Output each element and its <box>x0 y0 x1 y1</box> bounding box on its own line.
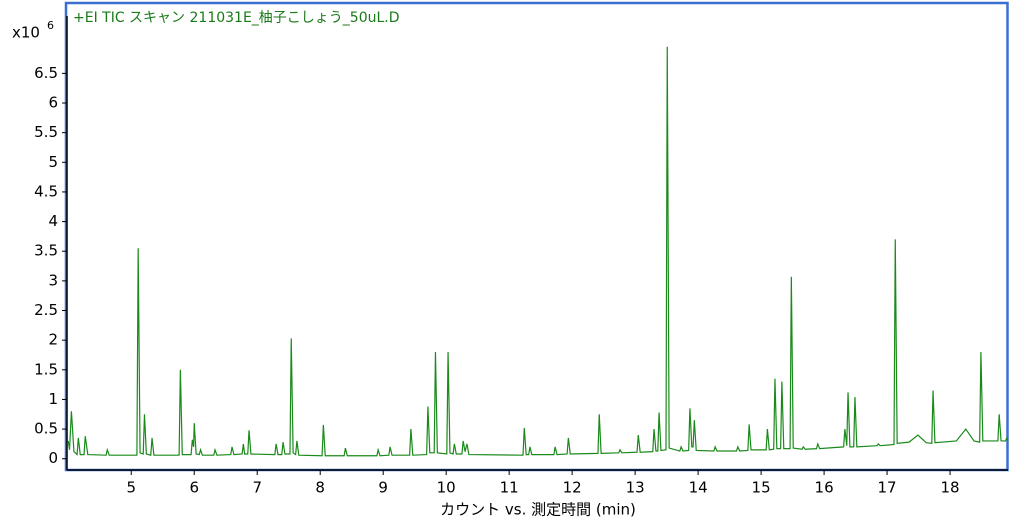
y-tick-label: 3.5 <box>34 242 58 260</box>
x-tick-label: 12 <box>563 479 582 497</box>
y-tick-label: 3 <box>48 271 58 289</box>
y-tick-label: 5 <box>48 153 58 171</box>
y-tick-label: 6.5 <box>34 64 58 82</box>
x-tick-label: 9 <box>378 479 388 497</box>
y-tick-label: 5.5 <box>34 123 58 141</box>
x-tick-label: 15 <box>752 479 771 497</box>
y-multiplier-exponent: 6 <box>47 19 54 32</box>
x-tick-label: 13 <box>626 479 645 497</box>
y-tick-label: 1.5 <box>34 360 58 378</box>
y-tick-label: 2.5 <box>34 301 58 319</box>
y-tick-label: 1 <box>48 390 58 408</box>
y-tick-label: 0 <box>48 449 58 467</box>
x-tick-label: 7 <box>252 479 262 497</box>
x-tick-label: 8 <box>315 479 325 497</box>
y-tick-label: 2 <box>48 331 58 349</box>
chart-title: +EI TIC スキャン 211031E_柚子こしょう_50uL.D <box>73 10 400 26</box>
plot-frame <box>64 1 1009 472</box>
x-tick-label: 6 <box>189 479 199 497</box>
x-tick-label: 11 <box>500 479 519 497</box>
x-tick-label: 14 <box>689 479 708 497</box>
y-tick-label: 4.5 <box>34 182 58 200</box>
y-tick-label: 0.5 <box>34 420 58 438</box>
x-tick-label: 18 <box>941 479 960 497</box>
y-multiplier-base: x10 <box>12 24 40 42</box>
trace-line <box>67 46 1009 457</box>
x-axis-label: カウント vs. 測定時間 (min) <box>440 501 636 519</box>
x-tick-label: 10 <box>437 479 456 497</box>
x-tick-label: 17 <box>878 479 897 497</box>
x-tick-label: 16 <box>815 479 834 497</box>
y-tick-label: 6 <box>48 94 58 112</box>
x-tick-label: 5 <box>126 479 136 497</box>
y-tick-label: 4 <box>48 212 58 230</box>
